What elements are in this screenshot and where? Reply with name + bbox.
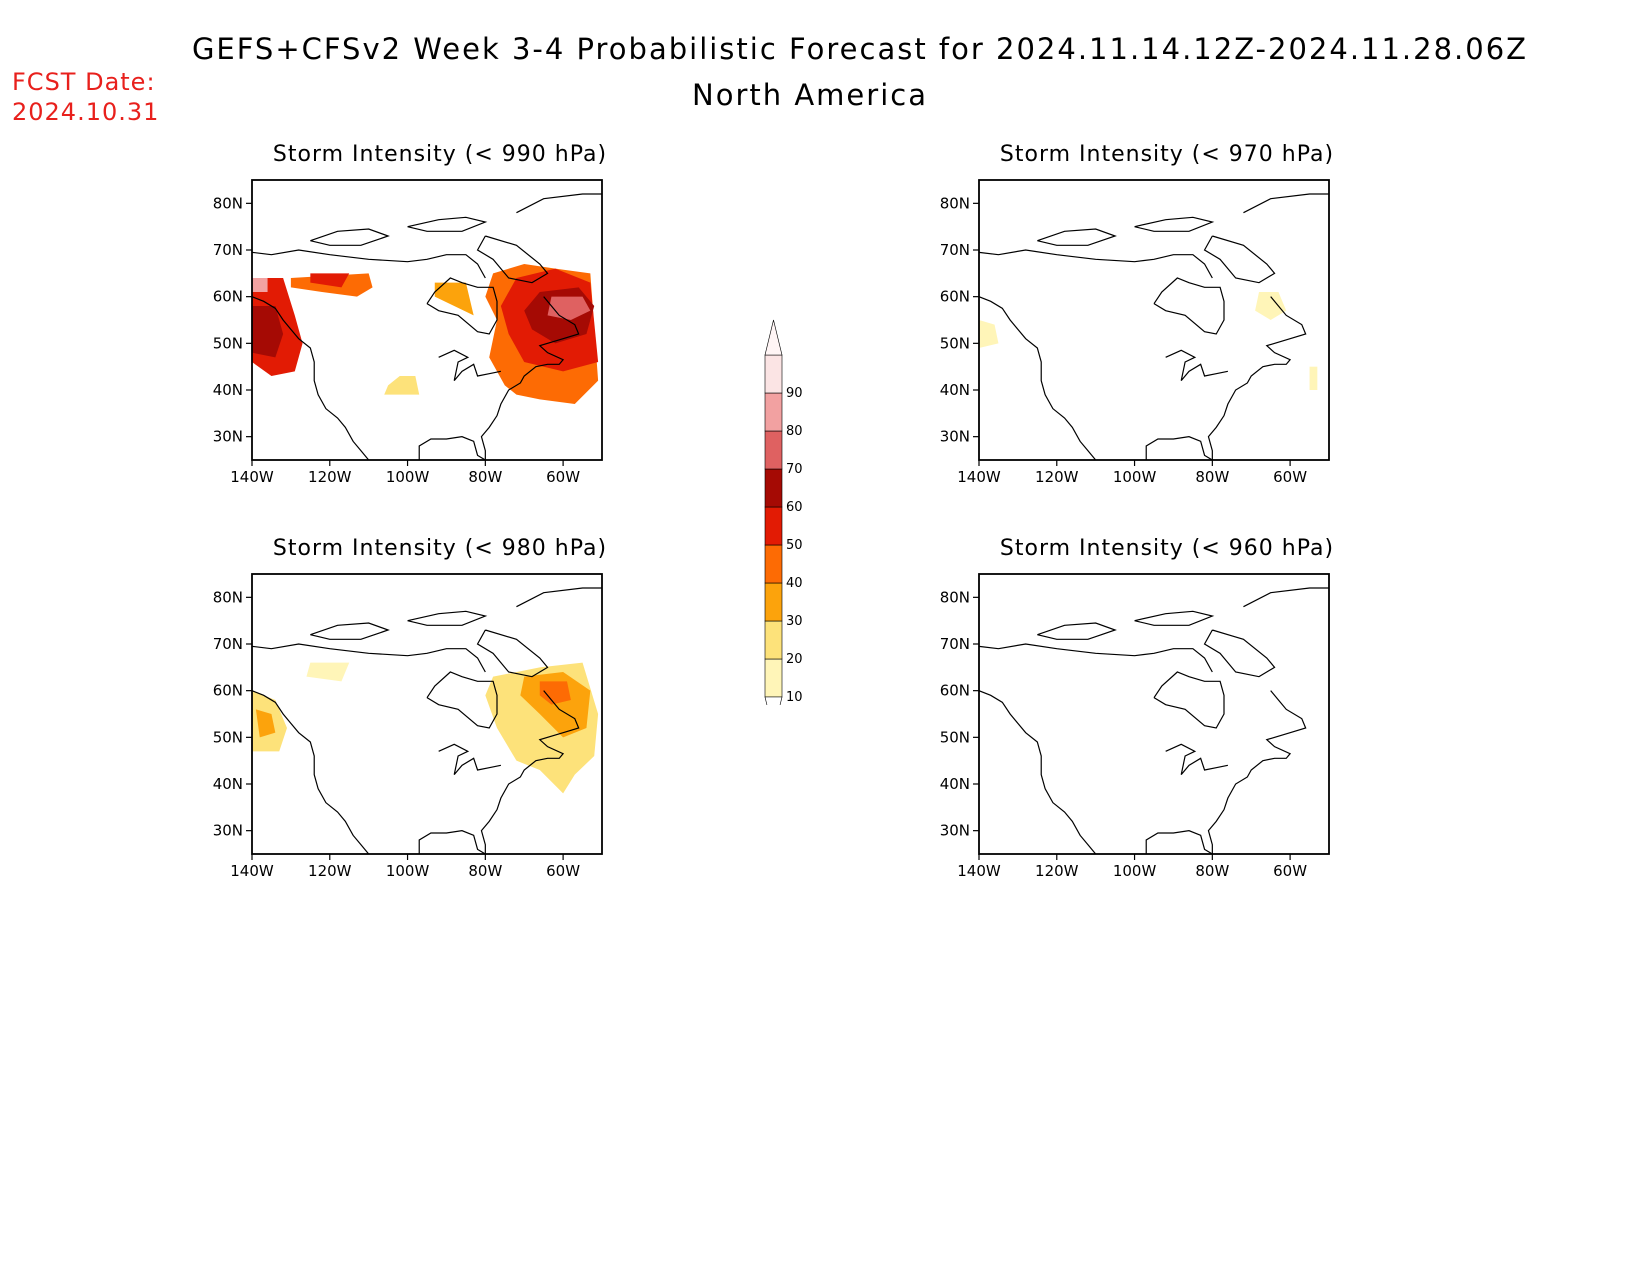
lat-tick-label: 60N [940,682,970,700]
lon-tick-label: 80W [468,862,502,880]
lat-tick-label: 50N [940,728,970,746]
lat-tick-label: 70N [940,635,970,653]
lon-tick-label: 80W [468,468,502,486]
lat-tick-label: 40N [213,381,243,399]
map-plot: 80N 70N 60N 50N 40N 30N 140W 120W 100W 80W 60W [205,566,625,896]
lat-tick-label: 30N [213,428,243,446]
colorbar-segment [765,507,782,545]
map-panel-980: Storm Intensity (< 980 hPa) 80N 70N 60N 50N… [205,536,675,896]
lon-tick-label: 140W [230,468,274,486]
lat-tick-label: 60N [940,288,970,306]
map-panel-990: Storm Intensity (< 990 hPa) 80N 70N 60N 50N… [205,142,675,502]
lon-tick-label: 60W [1273,862,1307,880]
map-plot: 80N 70N 60N 50N 40N 30N 140W 120W 100W 80W 60W [932,172,1352,502]
probability-shading [252,278,268,292]
lat-tick-label: 40N [940,381,970,399]
lon-tick-label: 100W [386,862,430,880]
colorbar-label: 90 [786,386,803,401]
colorbar-label: 80 [786,424,803,439]
fcst-date-value: 2024.10.31 [12,98,159,126]
colorbar-bottom-arrow [765,697,782,705]
colorbar-segment [765,393,782,431]
panel-title: Storm Intensity (< 990 hPa) [205,142,675,167]
lat-tick-label: 70N [940,241,970,259]
colorbar-segment [765,355,782,393]
colorbar-segment [765,621,782,659]
lon-tick-label: 60W [546,468,580,486]
colorbar-label: 70 [786,462,803,477]
page-title: GEFS+CFSv2 Week 3-4 Probabilistic Foreca… [70,32,1650,66]
page-subtitle: North America [70,78,1550,112]
colorbar-segment [765,659,782,697]
lat-tick-label: 80N [213,194,243,212]
lon-tick-label: 100W [1113,468,1157,486]
map-plot: 80N 70N 60N 50N 40N 30N 140W 120W 100W 80W 60W [205,172,625,502]
lat-tick-label: 60N [213,288,243,306]
map-panel-970: Storm Intensity (< 970 hPa) 80N 70N 60N 50N… [932,142,1402,502]
lon-tick-label: 80W [1195,468,1229,486]
lat-tick-label: 70N [213,241,243,259]
lon-tick-label: 80W [1195,862,1229,880]
fcst-date-label: FCST Date: [12,68,156,96]
lon-tick-label: 140W [230,862,274,880]
map-plot: 80N 70N 60N 50N 40N 30N 140W 120W 100W 80W 60W [932,566,1352,896]
colorbar-label: 40 [786,576,803,591]
lon-tick-label: 100W [1113,862,1157,880]
lon-tick-label: 100W [386,468,430,486]
lat-tick-label: 80N [213,588,243,606]
lat-tick-label: 40N [213,775,243,793]
colorbar-label: 20 [786,652,803,667]
map-panel-960: Storm Intensity (< 960 hPa) 80N 70N 60N 50N… [932,536,1402,896]
lat-tick-label: 50N [213,334,243,352]
colorbar-segment [765,545,782,583]
lat-tick-label: 30N [940,822,970,840]
colorbar-label: 10 [786,690,803,705]
panel-title: Storm Intensity (< 980 hPa) [205,536,675,561]
lon-tick-label: 120W [308,862,352,880]
lat-tick-label: 50N [940,334,970,352]
colorbar-label: 60 [786,500,803,515]
lon-tick-label: 60W [1273,468,1307,486]
lat-tick-label: 50N [213,728,243,746]
lon-tick-label: 60W [546,862,580,880]
panel-title: Storm Intensity (< 970 hPa) [932,142,1402,167]
probability-shading [1310,367,1318,390]
lat-tick-label: 80N [940,588,970,606]
lat-tick-label: 30N [213,822,243,840]
colorbar-label: 30 [786,614,803,629]
lat-tick-label: 60N [213,682,243,700]
panel-title: Storm Intensity (< 960 hPa) [932,536,1402,561]
colorbar-legend: 10 20 30 40 50 60 70 80 90 [755,315,825,705]
lat-tick-label: 40N [940,775,970,793]
colorbar-segment [765,583,782,621]
colorbar-top-arrow [765,320,782,355]
colorbar-segment [765,431,782,469]
lon-tick-label: 140W [957,468,1001,486]
colorbar-label: 50 [786,538,803,553]
lat-tick-label: 70N [213,635,243,653]
lon-tick-label: 120W [308,468,352,486]
lat-tick-label: 80N [940,194,970,212]
colorbar-segment [765,469,782,507]
lon-tick-label: 120W [1035,862,1079,880]
lon-tick-label: 140W [957,862,1001,880]
lon-tick-label: 120W [1035,468,1079,486]
lat-tick-label: 30N [940,428,970,446]
